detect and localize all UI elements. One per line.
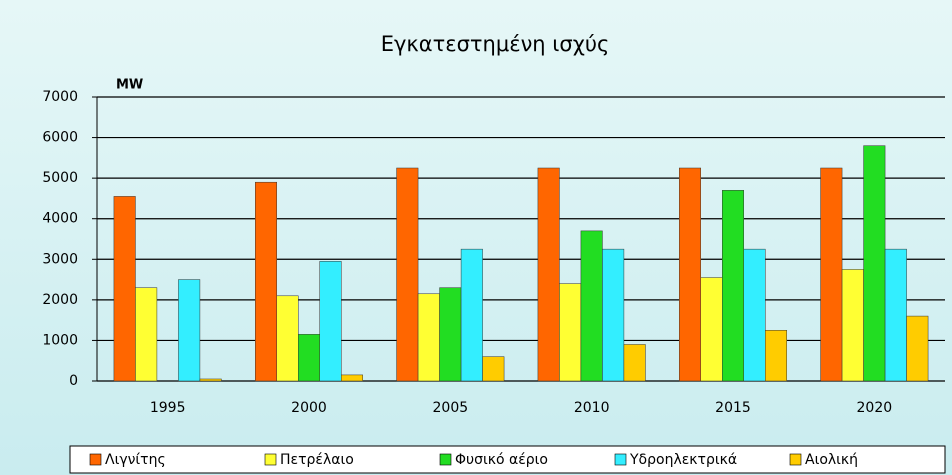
bar — [341, 374, 363, 382]
bar — [199, 378, 222, 382]
bar — [255, 181, 277, 382]
legend-label: Αιολική — [805, 452, 858, 468]
bar — [298, 334, 320, 382]
legend-label: Πετρέλαιο — [280, 452, 354, 468]
x-tick-label: 2015 — [715, 400, 751, 416]
x-tick-label: 2010 — [574, 400, 610, 416]
y-tick-label: 2000 — [42, 292, 78, 308]
y-tick-label: 7000 — [42, 89, 78, 105]
bar — [841, 269, 864, 382]
bar — [482, 356, 505, 382]
y-axis-label: MW — [116, 78, 143, 93]
y-tick-label: 0 — [69, 373, 78, 389]
x-tick-label: 2000 — [291, 400, 327, 416]
bar — [884, 248, 907, 382]
legend-swatch — [789, 453, 802, 466]
bar — [906, 315, 929, 382]
bar — [743, 248, 766, 382]
bar — [679, 167, 701, 382]
y-tick-label: 1000 — [42, 332, 78, 348]
bar — [113, 196, 136, 382]
bar — [276, 295, 299, 382]
bar — [863, 145, 886, 382]
bar — [178, 279, 201, 382]
legend-label: Λιγνίτης — [105, 452, 166, 468]
legend-label: Φυσικό αέριο — [455, 452, 548, 468]
chart-title: Εγκατεστημένη ισχύς — [381, 32, 610, 56]
y-tick-label: 6000 — [42, 130, 78, 146]
y-tick-label: 3000 — [42, 251, 78, 267]
y-tick-label: 4000 — [42, 211, 78, 227]
bar — [623, 344, 646, 382]
bar — [722, 190, 744, 382]
bar — [460, 248, 483, 382]
legend-label: Υδροηλεκτρικά — [629, 452, 737, 468]
x-tick-label: 2005 — [433, 400, 469, 416]
x-tick-label: 2020 — [857, 400, 893, 416]
legend-swatch — [614, 453, 627, 466]
bar — [396, 167, 419, 382]
bar — [559, 283, 582, 382]
bar — [580, 230, 603, 382]
bar — [439, 287, 462, 382]
bar — [417, 293, 440, 382]
x-tick-label: 1995 — [150, 400, 186, 416]
bar — [765, 330, 787, 382]
legend-swatch — [264, 453, 277, 466]
bar — [135, 287, 158, 382]
y-tick-label: 5000 — [42, 170, 78, 186]
bar — [537, 167, 560, 382]
legend-swatch — [89, 453, 102, 466]
bar — [602, 248, 625, 382]
bar — [820, 167, 843, 382]
bar — [319, 261, 342, 382]
legend-swatch — [439, 453, 452, 466]
bar — [700, 277, 723, 382]
